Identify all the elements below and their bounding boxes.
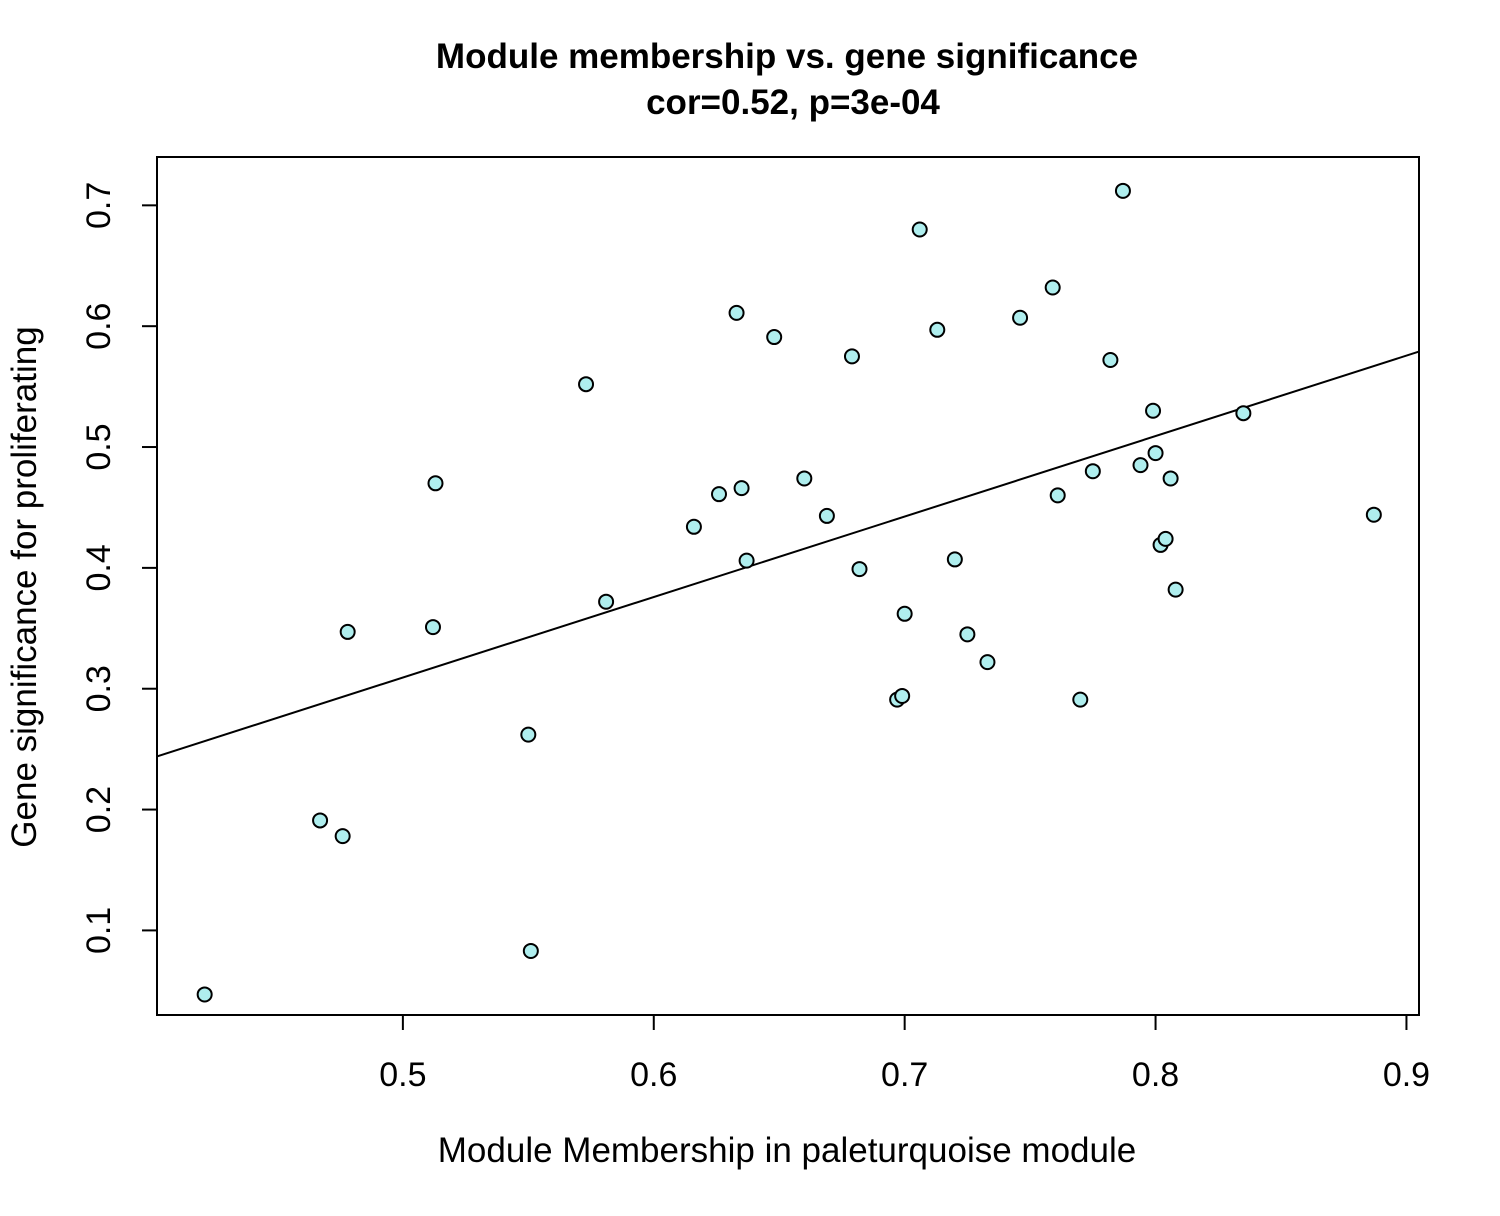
data-point [685, 518, 702, 535]
y-tick-label: 0.3 [80, 665, 118, 712]
data-point [196, 986, 213, 1003]
data-point [733, 480, 750, 497]
data-point [598, 593, 615, 610]
data-point [1132, 457, 1149, 474]
y-tick-label: 0.6 [80, 303, 118, 350]
data-point [894, 687, 911, 704]
x-tick-label: 0.7 [881, 1056, 928, 1094]
data-point [1084, 463, 1101, 480]
data-point [339, 623, 356, 640]
data-point [522, 942, 539, 959]
data-point [520, 726, 537, 743]
data-point [1102, 352, 1119, 369]
data-points [196, 182, 1382, 1003]
x-tick-label: 0.5 [379, 1056, 426, 1094]
data-point [1235, 405, 1252, 422]
data-point [1072, 691, 1089, 708]
y-tick-label: 0.1 [80, 907, 118, 954]
data-point [1049, 487, 1066, 504]
data-point [1157, 530, 1174, 547]
data-point [738, 552, 755, 569]
data-point [1145, 402, 1162, 419]
data-point [1044, 279, 1061, 296]
x-tick-label: 0.8 [1132, 1056, 1179, 1094]
x-tick-label: 0.6 [630, 1056, 677, 1094]
data-point [1147, 445, 1164, 462]
data-point [896, 605, 913, 622]
y-tick-label: 0.5 [80, 423, 118, 470]
data-point [1167, 581, 1184, 598]
data-point [843, 348, 860, 365]
chart-title: Module membership vs. gene significance [436, 37, 1138, 76]
data-point [911, 221, 928, 238]
y-tick-label: 0.7 [80, 182, 118, 229]
data-point [728, 304, 745, 321]
chart-subtitle: cor=0.52, p=3e-04 [646, 83, 940, 122]
data-point [946, 551, 963, 568]
y-tick-label: 0.2 [80, 786, 118, 833]
data-point [796, 470, 813, 487]
data-point [818, 507, 835, 524]
data-point [979, 654, 996, 671]
data-point [929, 321, 946, 338]
x-tick-label: 0.9 [1383, 1056, 1430, 1094]
regression-layer [156, 350, 1420, 758]
data-point [427, 475, 444, 492]
data-point [334, 828, 351, 845]
data-point [1162, 470, 1179, 487]
data-point [851, 561, 868, 578]
regression-line [156, 350, 1420, 758]
data-point [959, 626, 976, 643]
data-point [1365, 506, 1382, 523]
y-axis: 0.1 0.2 0.3 0.4 0.5 0.6 0.7 [80, 182, 158, 954]
y-axis-label: Gene significance for proliferating [5, 326, 44, 847]
x-axis-label: Module Membership in paleturquoise modul… [438, 1131, 1136, 1170]
data-point [424, 619, 441, 636]
data-point [578, 376, 595, 393]
data-point [1012, 309, 1029, 326]
data-point [312, 812, 329, 829]
data-point [1114, 182, 1131, 199]
data-point [766, 329, 783, 346]
x-axis: 0.5 0.6 0.7 0.8 0.9 [379, 1014, 1430, 1094]
y-tick-label: 0.4 [80, 544, 118, 591]
data-point [711, 486, 728, 503]
